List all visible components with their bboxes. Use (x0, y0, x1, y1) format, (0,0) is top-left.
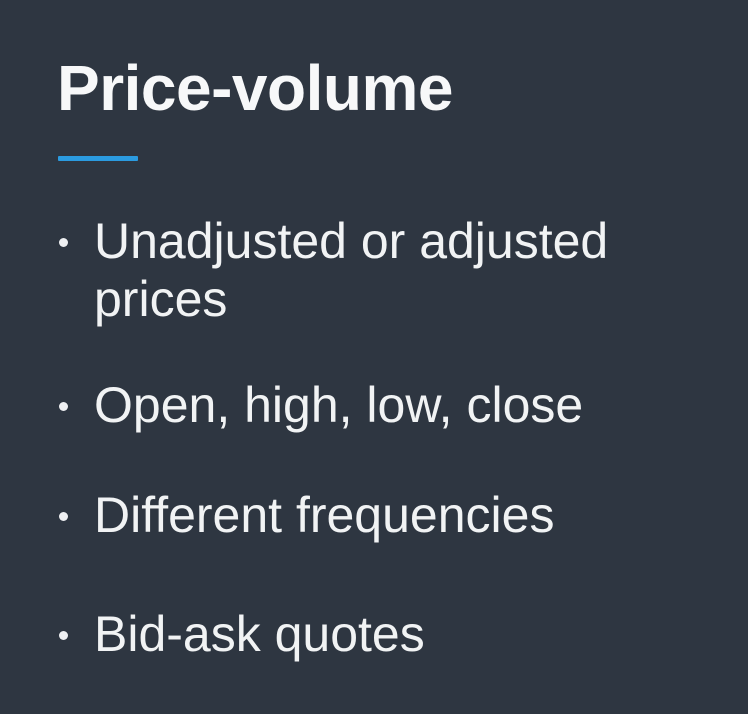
bullet-dot-icon (59, 512, 68, 521)
title-accent-rule (58, 156, 138, 161)
bullet-dot-icon (59, 631, 68, 640)
bullet-text: Different frequencies (94, 487, 555, 543)
bullet-text: Unadjusted or adjusted prices (94, 213, 609, 327)
bullet-text: Bid-ask quotes (94, 606, 425, 662)
bullet-dot-icon (59, 402, 68, 411)
bullet-dot-icon (59, 238, 68, 247)
slide-title: Price-volume (57, 52, 453, 124)
bullet-text: Open, high, low, close (94, 377, 584, 433)
